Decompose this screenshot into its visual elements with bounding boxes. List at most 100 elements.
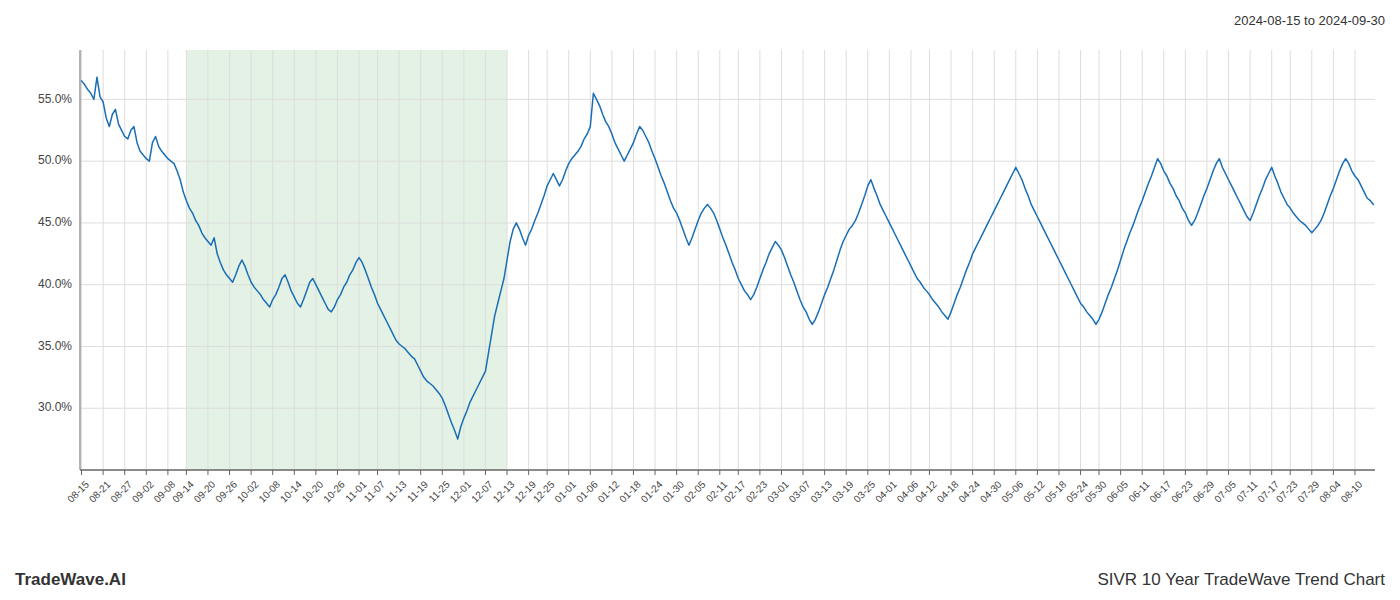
y-grid-line — [80, 99, 1375, 100]
x-tick-label: 06-11 — [1126, 478, 1152, 504]
x-grid-line — [1290, 50, 1291, 470]
x-tick-label: 03-25 — [851, 478, 877, 504]
y-tick-label: 30.0% — [38, 400, 72, 414]
x-grid-line — [547, 50, 548, 470]
x-tick-label: 10-26 — [321, 478, 347, 504]
x-grid-line — [1037, 50, 1038, 470]
y-grid-line — [80, 161, 1375, 162]
x-grid-line — [294, 50, 295, 470]
y-axis-line — [80, 50, 81, 470]
x-grid-line — [1206, 50, 1207, 470]
y-grid-line — [80, 346, 1375, 347]
x-grid-line — [759, 50, 760, 470]
x-grid-line — [1099, 50, 1100, 470]
x-grid-line — [719, 50, 720, 470]
x-grid-line — [910, 50, 911, 470]
x-grid-line — [568, 50, 569, 470]
y-tick-label: 55.0% — [38, 92, 72, 106]
series-line — [82, 77, 1374, 439]
x-tick-label: 07-11 — [1234, 478, 1260, 504]
x-tick-label: 10-02 — [235, 478, 261, 504]
x-grid-line — [611, 50, 612, 470]
plot-area — [80, 50, 1375, 470]
x-grid-line — [590, 50, 591, 470]
y-tick-label: 40.0% — [38, 277, 72, 291]
x-tick-label: 08-27 — [108, 478, 134, 504]
x-tick-label: 02-17 — [722, 478, 748, 504]
x-tick-label: 07-23 — [1274, 478, 1300, 504]
x-tick-label: 09-14 — [170, 478, 196, 504]
x-grid-line — [738, 50, 739, 470]
x-axis-line — [80, 469, 1375, 471]
x-grid-line — [420, 50, 421, 470]
x-grid-line — [103, 50, 104, 470]
x-tick-label: 10-08 — [256, 478, 282, 504]
x-tick-label: 03-19 — [830, 478, 856, 504]
x-grid-line — [377, 50, 378, 470]
x-tick-label: 01-24 — [639, 478, 665, 504]
x-tick-label: 05-12 — [1021, 478, 1047, 504]
x-grid-line — [633, 50, 634, 470]
x-grid-line — [1163, 50, 1164, 470]
x-grid-line — [994, 50, 995, 470]
x-tick-label: 05-06 — [999, 478, 1025, 504]
x-grid-line — [781, 50, 782, 470]
x-grid-line — [1015, 50, 1016, 470]
x-tick-label: 11-25 — [426, 478, 452, 504]
x-tick-label: 11-13 — [383, 478, 409, 504]
x-tick-label: 12-25 — [531, 478, 557, 504]
x-grid-line — [655, 50, 656, 470]
x-tick-label: 07-05 — [1212, 478, 1238, 504]
x-grid-line — [972, 50, 973, 470]
y-grid-line — [80, 222, 1375, 223]
x-tick-label: 06-05 — [1104, 478, 1130, 504]
x-grid-line — [1354, 50, 1355, 470]
x-tick-label: 04-12 — [913, 478, 939, 504]
x-tick-label: 03-13 — [808, 478, 834, 504]
series-group — [82, 77, 1374, 439]
x-tick-label: 04-18 — [935, 478, 961, 504]
x-grid-line — [1080, 50, 1081, 470]
x-grid-line — [1311, 50, 1312, 470]
x-tick-label: 01-12 — [596, 478, 622, 504]
x-tick-label: 08-21 — [87, 478, 113, 504]
x-tick-label: 08-10 — [1339, 478, 1365, 504]
x-grid-line — [186, 50, 187, 470]
x-grid-line — [485, 50, 486, 470]
x-tick-label: 09-02 — [130, 478, 156, 504]
x-tick-label: 06-17 — [1147, 478, 1173, 504]
x-grid-line — [929, 50, 930, 470]
x-grid-line — [207, 50, 208, 470]
grid — [80, 50, 1375, 470]
x-grid-line — [528, 50, 529, 470]
x-grid-line — [229, 50, 230, 470]
x-grid-line — [251, 50, 252, 470]
x-tick-label: 02-23 — [744, 478, 770, 504]
background — [0, 0, 1400, 600]
x-tick-label: 01-30 — [660, 478, 686, 504]
y-tick-label: 50.0% — [38, 153, 72, 167]
x-tick-label: 04-01 — [873, 478, 899, 504]
x-tick-label: 08-15 — [65, 478, 91, 504]
x-tick-label: 09-20 — [192, 478, 218, 504]
subtitle: 2024-08-15 to 2024-09-30 — [1234, 13, 1385, 28]
x-tick-label: 05-30 — [1083, 478, 1109, 504]
x-tick-label: 10-14 — [278, 478, 304, 504]
x-tick-label: 01-18 — [617, 478, 643, 504]
x-tick-label: 11-07 — [362, 478, 388, 504]
highlight-region — [186, 50, 507, 470]
x-grid-line — [1333, 50, 1334, 470]
y-tick-label: 35.0% — [38, 339, 72, 353]
x-axis: 08-1508-2108-2709-0209-0809-1409-2009-26… — [65, 470, 1365, 505]
x-tick-label: 05-18 — [1043, 478, 1069, 504]
x-grid-line — [463, 50, 464, 470]
x-tick-label: 02-05 — [682, 478, 708, 504]
title: SIVR 10 Year TradeWave Trend Chart — [1097, 570, 1385, 589]
x-grid-line — [124, 50, 125, 470]
x-grid-line — [1250, 50, 1251, 470]
x-tick-label: 01-01 — [552, 478, 578, 504]
x-grid-line — [676, 50, 677, 470]
x-grid-line — [824, 50, 825, 470]
x-grid-line — [1271, 50, 1272, 470]
x-tick-label: 03-01 — [765, 478, 791, 504]
